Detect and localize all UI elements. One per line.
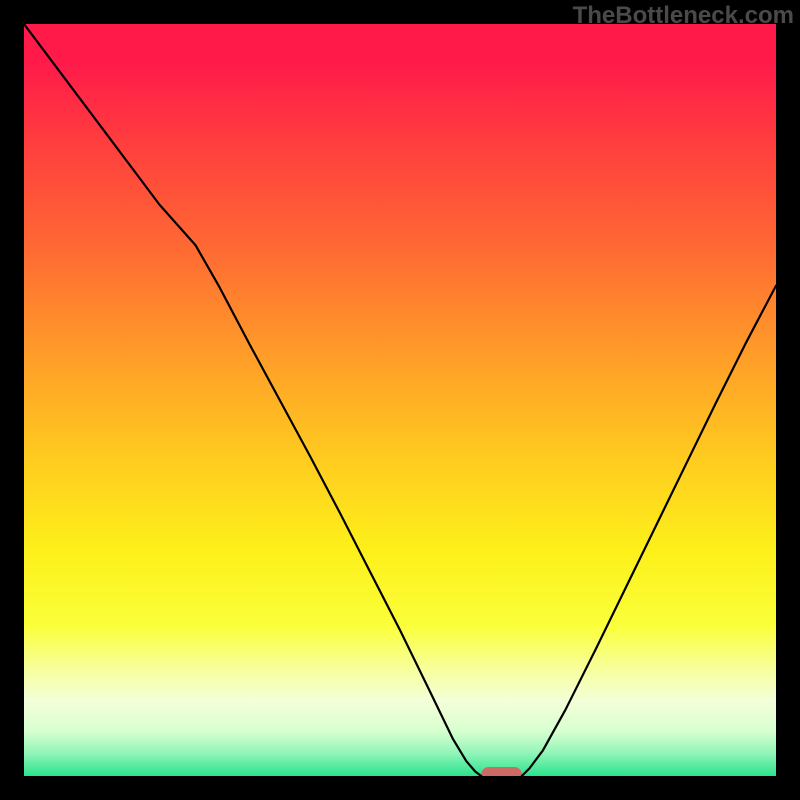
curve-layer (24, 24, 776, 776)
chart-container: TheBottleneck.com (0, 0, 800, 800)
watermark-text: TheBottleneck.com (573, 2, 794, 30)
plot-area (24, 24, 776, 776)
curve-right-branch (522, 286, 776, 776)
curve-left-branch (24, 24, 481, 776)
min-marker (481, 767, 522, 776)
